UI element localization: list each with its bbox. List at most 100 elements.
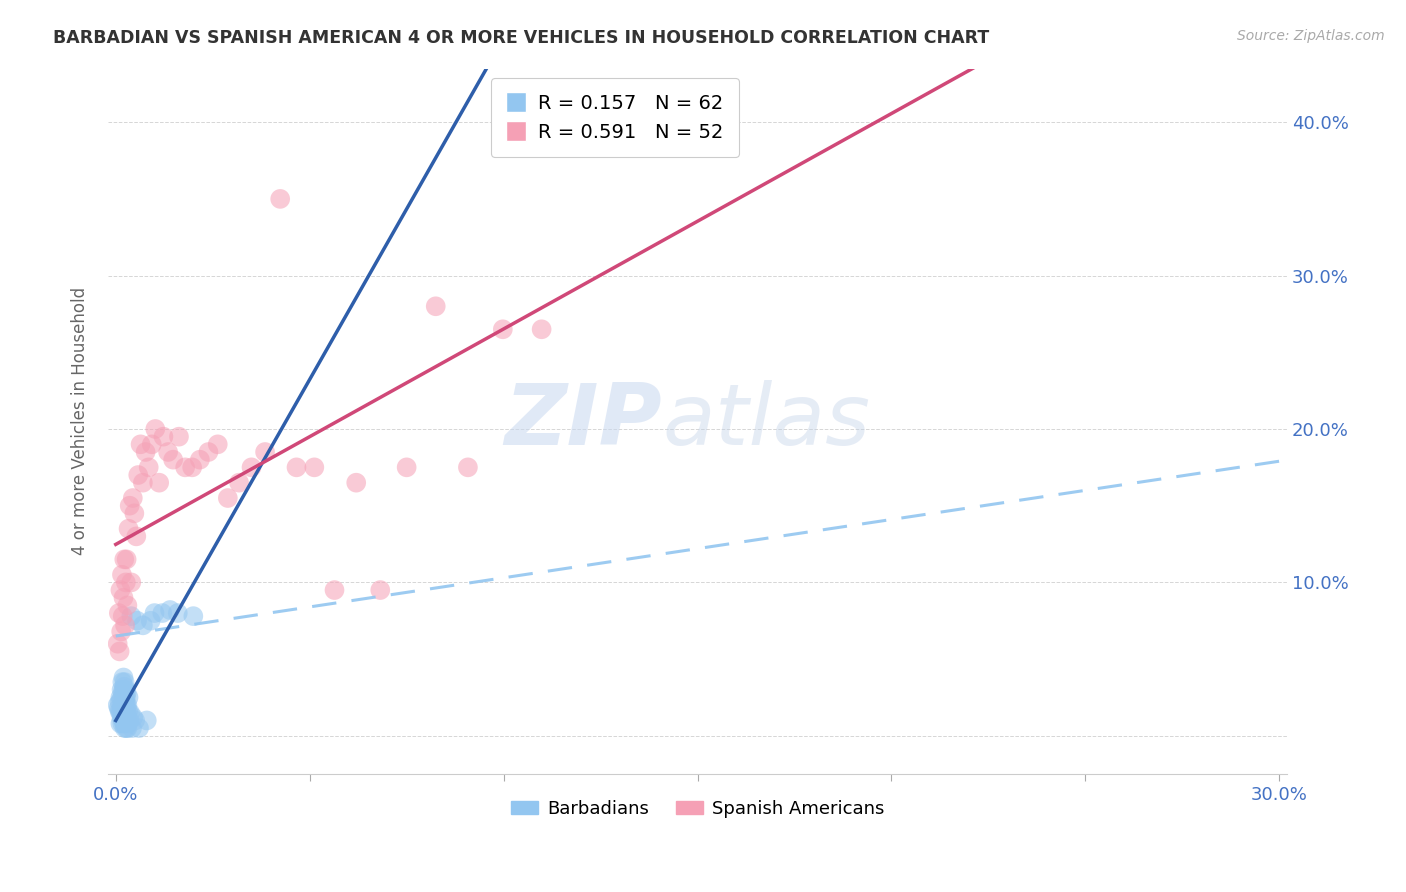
- Point: [117, 721, 139, 735]
- Point: [111, 686, 134, 700]
- Point: [110, 692, 132, 706]
- Point: [114, 675, 136, 690]
- Point: [129, 437, 152, 451]
- Point: [111, 707, 134, 722]
- Point: [269, 192, 291, 206]
- Y-axis label: 4 or more Vehicles in Household: 4 or more Vehicles in Household: [72, 287, 89, 556]
- Point: [114, 695, 136, 709]
- Point: [112, 695, 135, 709]
- Point: [121, 491, 143, 505]
- Point: [181, 609, 204, 624]
- Point: [150, 606, 173, 620]
- Point: [111, 567, 134, 582]
- Point: [457, 460, 479, 475]
- Point: [107, 698, 129, 712]
- Point: [148, 475, 170, 490]
- Text: atlas: atlas: [662, 380, 870, 463]
- Point: [157, 445, 180, 459]
- Point: [110, 716, 132, 731]
- Point: [217, 491, 239, 505]
- Point: [115, 706, 138, 720]
- Point: [112, 704, 135, 718]
- Point: [112, 704, 135, 718]
- Point: [141, 437, 163, 451]
- Point: [114, 682, 136, 697]
- Point: [574, 92, 596, 106]
- Point: [114, 575, 136, 590]
- Point: [117, 690, 139, 705]
- Point: [108, 695, 131, 709]
- Point: [117, 710, 139, 724]
- Point: [114, 710, 136, 724]
- Point: [112, 682, 135, 697]
- Point: [368, 582, 391, 597]
- Text: BARBADIAN VS SPANISH AMERICAN 4 OR MORE VEHICLES IN HOUSEHOLD CORRELATION CHART: BARBADIAN VS SPANISH AMERICAN 4 OR MORE …: [53, 29, 990, 46]
- Point: [323, 582, 346, 597]
- Point: [108, 701, 131, 715]
- Point: [112, 591, 135, 605]
- Point: [166, 606, 188, 620]
- Point: [112, 680, 135, 694]
- Point: [108, 644, 131, 658]
- Point: [110, 701, 132, 715]
- Point: [114, 690, 136, 705]
- Point: [120, 609, 142, 624]
- Text: Source: ZipAtlas.com: Source: ZipAtlas.com: [1237, 29, 1385, 43]
- Point: [425, 299, 447, 313]
- Point: [197, 445, 219, 459]
- Point: [152, 430, 174, 444]
- Point: [207, 437, 229, 451]
- Point: [118, 714, 141, 728]
- Point: [110, 582, 132, 597]
- Point: [115, 698, 138, 712]
- Point: [120, 706, 142, 720]
- Point: [114, 618, 136, 632]
- Point: [117, 599, 139, 613]
- Point: [240, 460, 263, 475]
- Point: [132, 618, 155, 632]
- Point: [138, 460, 160, 475]
- Point: [162, 452, 184, 467]
- Point: [125, 529, 148, 543]
- Point: [111, 609, 134, 624]
- Point: [114, 714, 136, 728]
- Point: [121, 721, 143, 735]
- Point: [110, 624, 132, 639]
- Point: [110, 710, 132, 724]
- Text: ZIP: ZIP: [505, 380, 662, 463]
- Point: [124, 507, 146, 521]
- Point: [143, 606, 166, 620]
- Point: [111, 698, 134, 712]
- Point: [188, 452, 211, 467]
- Point: [112, 671, 135, 685]
- Point: [128, 721, 150, 735]
- Point: [111, 675, 134, 690]
- Point: [115, 552, 138, 566]
- Point: [117, 698, 139, 712]
- Point: [112, 716, 135, 731]
- Point: [108, 704, 131, 718]
- Point: [125, 614, 148, 628]
- Point: [110, 690, 132, 705]
- Point: [344, 475, 367, 490]
- Point: [115, 686, 138, 700]
- Point: [120, 575, 142, 590]
- Point: [127, 468, 149, 483]
- Point: [114, 706, 136, 720]
- Point: [110, 706, 132, 720]
- Point: [111, 716, 134, 731]
- Point: [139, 614, 162, 628]
- Point: [117, 522, 139, 536]
- Point: [110, 682, 132, 697]
- Point: [135, 714, 157, 728]
- Point: [135, 445, 157, 459]
- Point: [174, 460, 197, 475]
- Point: [159, 603, 181, 617]
- Point: [122, 710, 145, 724]
- Point: [108, 606, 131, 620]
- Point: [304, 460, 326, 475]
- Point: [124, 714, 146, 728]
- Point: [228, 475, 250, 490]
- Point: [181, 460, 204, 475]
- Point: [112, 714, 135, 728]
